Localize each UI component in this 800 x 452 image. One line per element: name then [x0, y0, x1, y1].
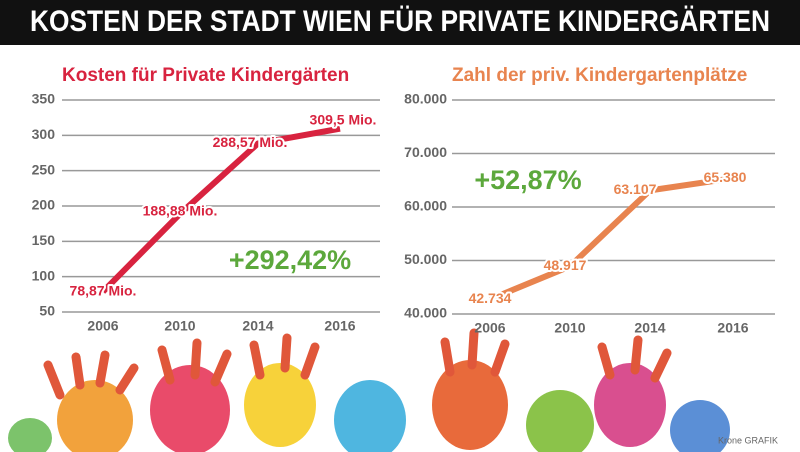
- y-tick-label: 40.000: [404, 305, 447, 321]
- value-label: 42.734: [469, 290, 512, 306]
- y-tick-label: 60.000: [404, 198, 447, 214]
- header-title: KOSTEN DER STADT WIEN FÜR PRIVATE KINDER…: [30, 5, 770, 38]
- y-tick-label: 250: [32, 161, 56, 177]
- x-tick-label: 2016: [717, 320, 748, 336]
- chart-title: Kosten für Private Kindergärten: [62, 65, 349, 86]
- credit: Krone GRAFIK: [718, 435, 778, 445]
- y-tick-label: 350: [32, 91, 56, 107]
- x-tick-label: 2006: [87, 318, 118, 334]
- y-tick-label: 70.000: [404, 144, 447, 160]
- x-tick-label: 2016: [324, 318, 355, 334]
- value-label: 188,88 Mio.: [143, 203, 218, 219]
- value-label: 288,57 Mio.: [213, 134, 288, 150]
- data-line: [100, 125, 341, 294]
- value-label: 78,87 Mio.: [70, 282, 137, 298]
- value-label: 63.107: [614, 181, 657, 197]
- value-label: 309,5 Mio.: [310, 111, 377, 127]
- value-label: 65.380: [704, 169, 747, 185]
- x-tick-label: 2010: [164, 318, 195, 334]
- data-line: [488, 175, 734, 303]
- x-tick-label: 2006: [474, 320, 505, 336]
- y-tick-label: 80.000: [404, 91, 447, 107]
- value-label: 48.917: [544, 257, 587, 273]
- y-tick-label: 50: [39, 303, 55, 319]
- annotation: +292,42%: [229, 245, 351, 275]
- header-bar: [0, 0, 800, 45]
- y-tick-label: 100: [32, 267, 56, 283]
- y-tick-label: 150: [32, 232, 56, 248]
- y-tick-label: 300: [32, 126, 56, 142]
- chart-title: Zahl der priv. Kindergartenplätze: [452, 65, 747, 86]
- x-tick-label: 2014: [242, 318, 273, 334]
- annotation: +52,87%: [474, 165, 581, 195]
- x-tick-label: 2014: [634, 320, 665, 336]
- y-tick-label: 50.000: [404, 251, 447, 267]
- hands-decoration: [8, 328, 730, 452]
- y-tick-label: 200: [32, 197, 56, 213]
- x-tick-label: 2010: [554, 320, 585, 336]
